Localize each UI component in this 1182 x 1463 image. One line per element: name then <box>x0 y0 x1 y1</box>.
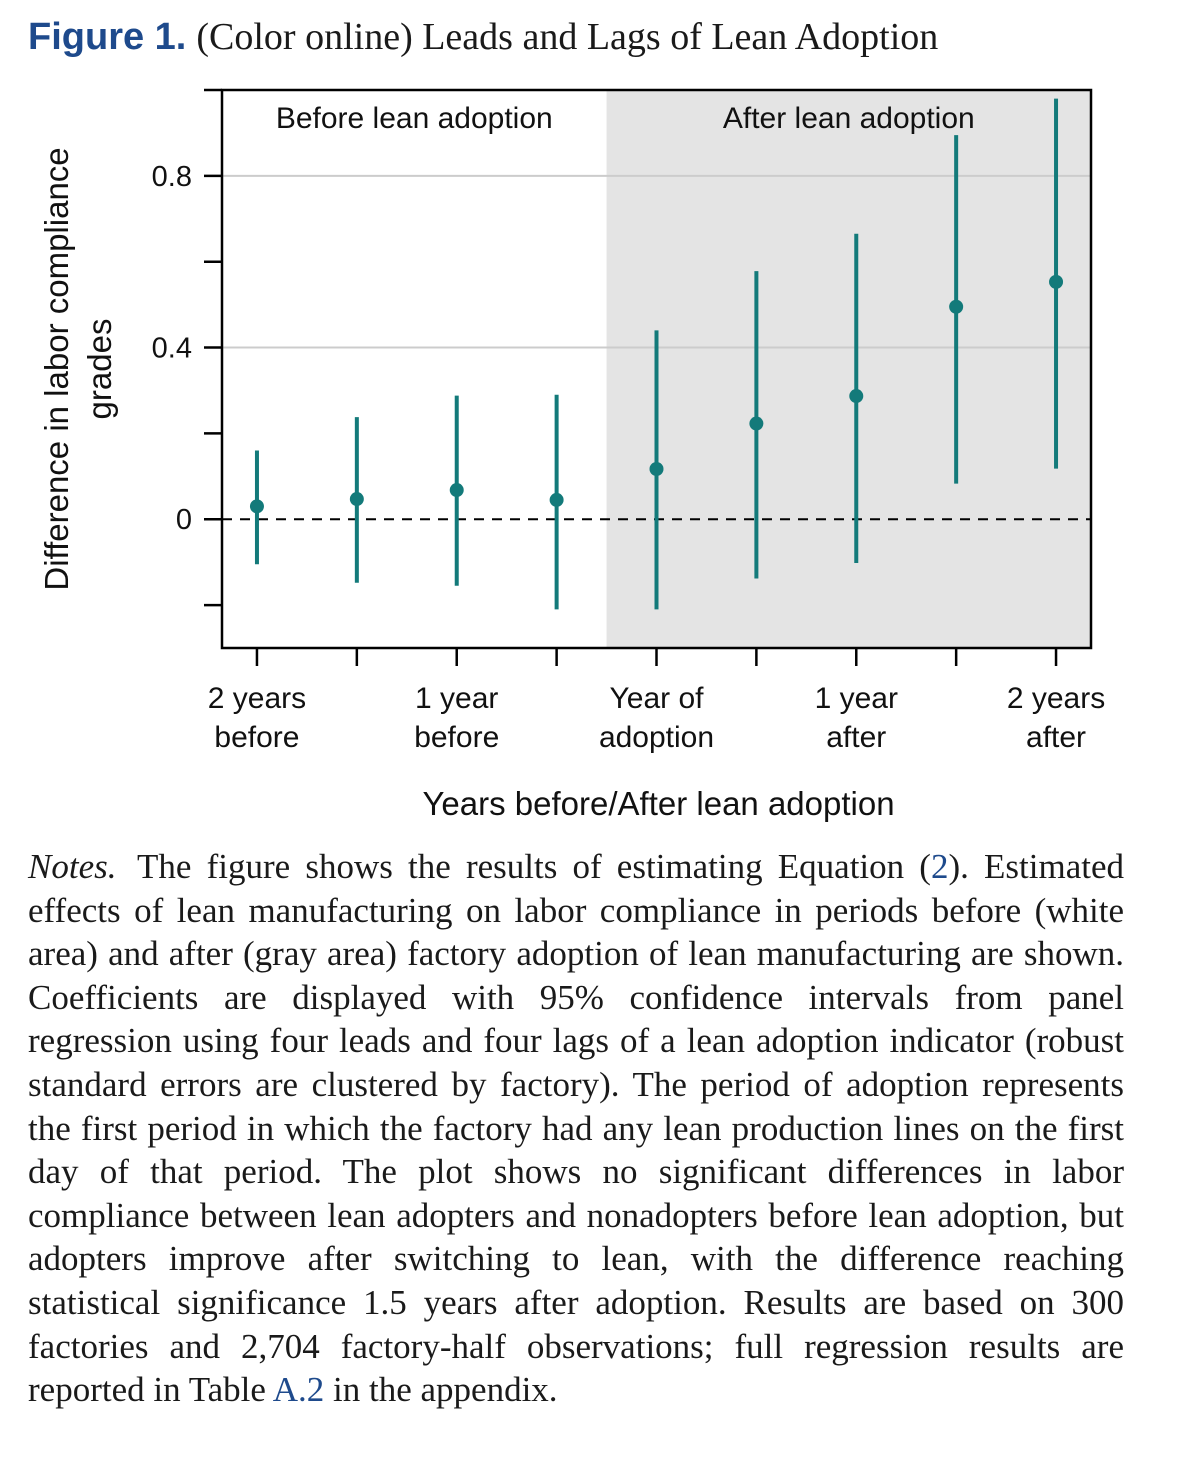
x-tick-label-5-line-1: 2 years <box>1007 682 1105 715</box>
point-estimate-8 <box>949 299 964 314</box>
figure-label: Figure 1. <box>28 16 187 58</box>
figure-title: (Color online) Leads and Lags of Lean Ad… <box>196 16 939 58</box>
axes-layer <box>204 88 1093 666</box>
point-estimate-4 <box>549 492 564 507</box>
region-2 <box>606 90 1091 648</box>
point-estimate-6 <box>749 416 764 431</box>
point-estimate-3 <box>449 483 464 498</box>
figure-notes: Notes. The figure shows the results of e… <box>28 845 1124 1412</box>
point-estimate-1 <box>249 499 264 514</box>
notes-text-2: ). Estimated effects of lean manufacturi… <box>28 847 1125 1410</box>
x-tick-label-3-line-1: Year of <box>610 682 705 715</box>
y-tick-label-4: 0.4 <box>152 333 192 365</box>
figure-caption: Figure 1. (Color online) Leads and Lags o… <box>28 12 1158 62</box>
x-tick-label-2-line-2: before <box>414 721 499 754</box>
x-tick-label-4-line-1: 1 year <box>815 682 898 715</box>
x-axis-label: Years before/After lean adoption <box>422 785 894 822</box>
y-axis-label-line-1: Difference in labor compliance <box>38 147 75 590</box>
notes-text-1: The figure shows the results of estimati… <box>137 847 931 886</box>
point-estimate-9 <box>1049 274 1064 289</box>
region-label-1: Before lean adoption <box>276 102 553 135</box>
x-tick-label-2-line-1: 1 year <box>415 682 498 715</box>
equation-ref-link[interactable]: 2 <box>930 847 949 886</box>
coefficient-chart: Before lean adoption After lean adoption 0… <box>38 88 1105 822</box>
y-tick-label-2: 0 <box>176 504 192 536</box>
regions-layer <box>222 90 1091 648</box>
x-tick-label-3-line-2: adoption <box>599 721 714 754</box>
table-ref-link[interactable]: A.2 <box>272 1370 325 1410</box>
region-1 <box>222 90 607 648</box>
region-label-2: After lean adoption <box>723 102 975 135</box>
series-layer <box>249 98 1064 610</box>
point-estimate-5 <box>649 462 664 477</box>
notes-text-3: in the appendix. <box>324 1370 558 1410</box>
y-tick-label-6: 0.8 <box>152 161 192 193</box>
labels-layer: Before lean adoption After lean adoption 0… <box>38 102 1105 822</box>
notes-label: Notes. <box>28 847 117 886</box>
point-estimate-7 <box>849 389 864 404</box>
x-tick-label-5-line-2: after <box>1026 721 1086 754</box>
x-tick-label-1-line-1: 2 years <box>208 682 306 715</box>
point-estimate-2 <box>349 492 364 507</box>
x-tick-label-4-line-2: after <box>826 721 886 754</box>
y-axis-label-line-2: grades <box>81 319 118 420</box>
x-tick-label-1-line-2: before <box>214 721 299 754</box>
